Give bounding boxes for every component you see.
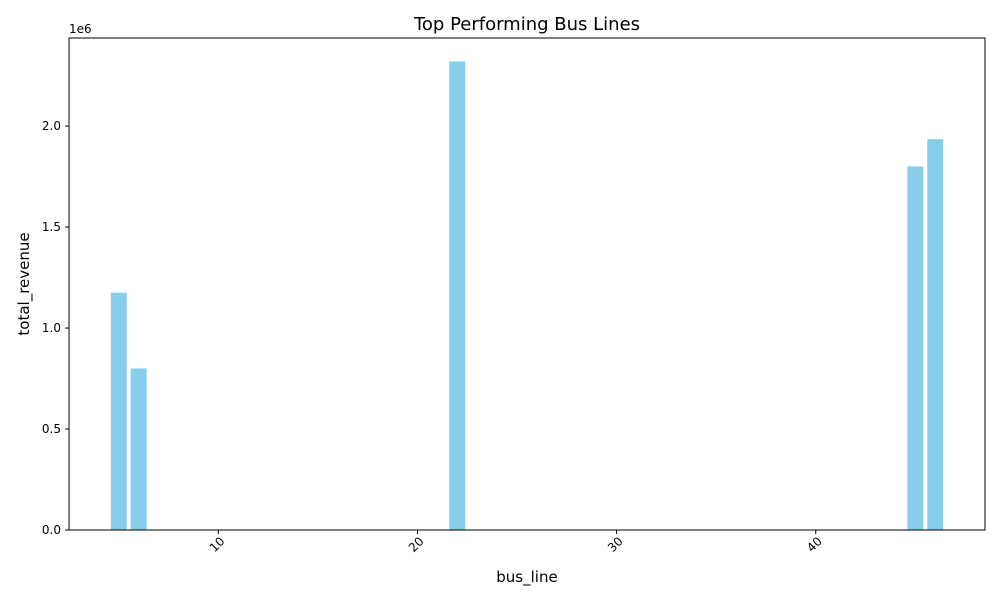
bar-line-22 bbox=[449, 61, 466, 531]
x-tick-label: 10 bbox=[207, 534, 228, 555]
y-tick-label: 1.5 bbox=[42, 220, 61, 234]
x-ticks: 10 20 30 40 bbox=[207, 530, 825, 555]
x-tick-label: 30 bbox=[605, 534, 626, 555]
chart-title: Top Performing Bus Lines bbox=[413, 14, 640, 35]
y-tick-label: 0.0 bbox=[42, 523, 61, 537]
x-tick-label: 20 bbox=[406, 534, 427, 555]
bar-line-5 bbox=[110, 292, 127, 530]
plot-frame bbox=[68, 37, 986, 531]
x-axis-label: bus_line bbox=[496, 568, 557, 587]
x-tick-label: 40 bbox=[804, 534, 825, 555]
y-axis-offset-label: 1e6 bbox=[69, 22, 92, 36]
y-ticks: 0.0 0.5 1.0 1.5 2.0 bbox=[42, 119, 69, 537]
y-tick-label: 0.5 bbox=[42, 422, 61, 436]
y-tick-label: 1.0 bbox=[42, 321, 61, 335]
bar-line-6 bbox=[130, 368, 147, 530]
bar-line-46 bbox=[927, 139, 944, 530]
y-axis-label: total_revenue bbox=[15, 232, 34, 335]
y-tick-label: 2.0 bbox=[42, 119, 61, 133]
bars-layer bbox=[110, 61, 944, 531]
bar-line-45 bbox=[907, 166, 924, 530]
